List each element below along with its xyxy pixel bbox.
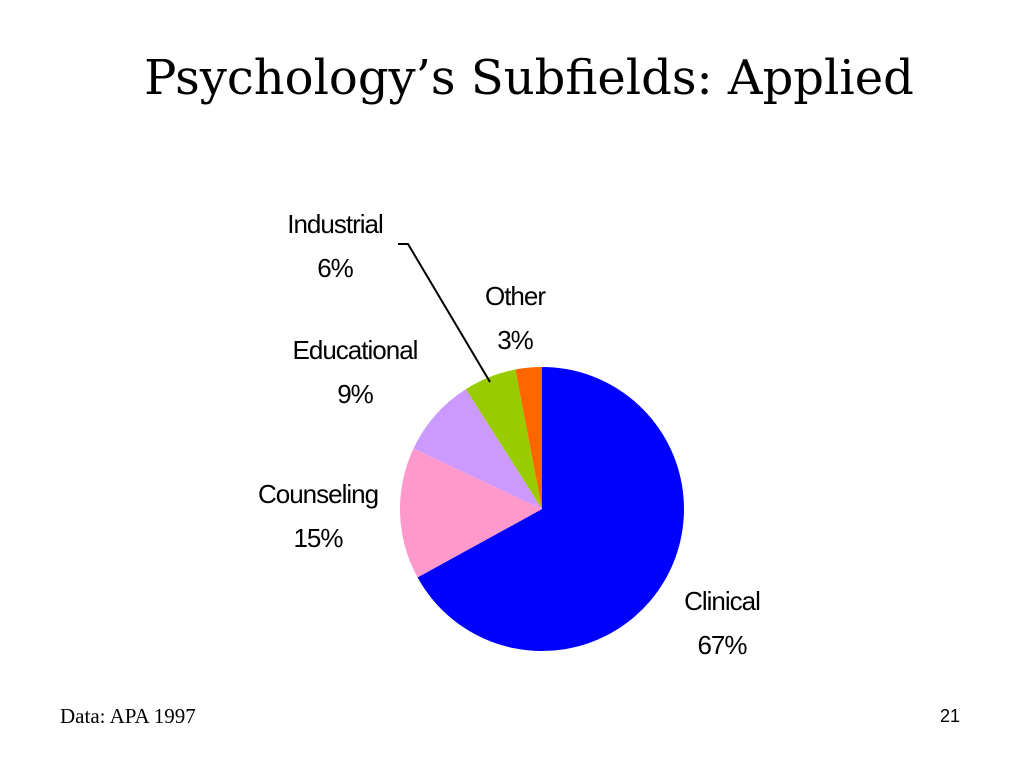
slice-label-other: Other [485, 281, 546, 311]
pie-slice-clinical [417, 367, 684, 651]
slice-value-counseling: 15% [293, 523, 343, 553]
pie-slice-industrial [465, 369, 542, 509]
slice-label-industrial: Industrial [287, 209, 383, 239]
page-number: 21 [939, 706, 960, 726]
data-source-note: Data: APA 1997 [60, 704, 196, 728]
pie-slice-educational [413, 389, 542, 509]
slide-title: Psychology’s Subfields: Applied [144, 50, 914, 106]
pie-slice-counseling [399, 448, 542, 578]
slice-value-educational: 9% [337, 379, 373, 409]
slice-value-clinical: 67% [697, 630, 747, 660]
slice-value-other: 3% [497, 325, 533, 355]
slice-label-counseling: Counseling [258, 479, 378, 509]
slice-label-clinical: Clinical [684, 586, 760, 616]
pie-slice-other [515, 367, 542, 509]
leader-line-industrial [398, 243, 491, 383]
slice-label-educational: Educational [293, 335, 418, 365]
slice-value-industrial: 6% [317, 253, 353, 283]
